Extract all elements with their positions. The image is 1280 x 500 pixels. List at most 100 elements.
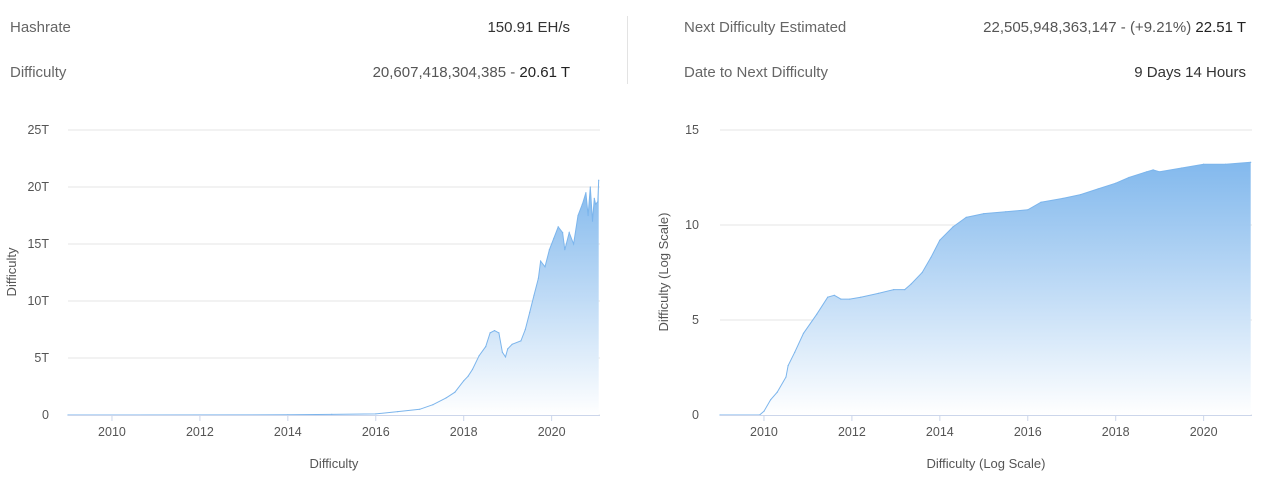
- y-tick-label: 5: [692, 313, 699, 327]
- data-point: [1128, 176, 1130, 179]
- data-point: [478, 355, 480, 357]
- data-point: [939, 239, 941, 241]
- data-point: [520, 340, 522, 342]
- difficulty-row: Difficulty 20,607,418,304,385 - 20.61 T: [10, 61, 570, 85]
- series-area: [68, 180, 599, 415]
- data-point: [591, 220, 594, 222]
- data-point: [445, 397, 447, 399]
- data-point: [562, 232, 564, 234]
- data-point: [529, 311, 531, 313]
- data-point: [794, 351, 796, 353]
- x-tick-label: 2010: [98, 425, 126, 439]
- data-point: [504, 356, 507, 358]
- x-tick-label: 2018: [450, 425, 478, 439]
- data-point: [787, 365, 789, 367]
- next-difficulty-row: Next Difficulty Estimated 22,505,948,363…: [684, 16, 1246, 40]
- data-point: [568, 232, 570, 234]
- data-point: [589, 186, 591, 188]
- x-tick-label: 2020: [538, 425, 566, 439]
- data-point: [498, 332, 500, 334]
- data-point: [1062, 197, 1064, 199]
- data-point: [593, 197, 595, 199]
- y-axis-title: Difficulty (Log Scale): [656, 213, 671, 332]
- stats-divider: [627, 16, 628, 84]
- data-point: [827, 296, 829, 298]
- difficulty-chart-svg: 0 5T 10T 15T 20T 25T 2010 2012 2014 2016 2018 2020 D…: [4, 123, 600, 471]
- data-point: [540, 260, 542, 262]
- data-point: [331, 413, 333, 415]
- data-point: [840, 298, 842, 300]
- data-point: [1181, 167, 1183, 169]
- data-point: [595, 203, 597, 205]
- difficulty-label: Difficulty: [10, 64, 67, 81]
- data-point: [564, 249, 566, 251]
- data-point: [1145, 171, 1148, 173]
- data-point: [537, 277, 540, 279]
- data-point: [904, 289, 906, 291]
- data-point: [1115, 182, 1117, 184]
- data-point: [587, 214, 589, 217]
- data-point: [489, 332, 491, 334]
- next-difficulty-label: Next Difficulty Estimated: [684, 19, 847, 36]
- difficulty-full: 20,607,418,304,385: [372, 64, 507, 81]
- data-point: [1203, 163, 1205, 165]
- x-tick-label: 2012: [186, 425, 214, 439]
- data-point: [860, 296, 862, 298]
- data-point: [544, 266, 546, 268]
- date-next-value: 9 Days 14 Hours: [1134, 64, 1246, 81]
- data-point: [432, 404, 434, 406]
- series-area: [720, 162, 1251, 415]
- data-point: [893, 289, 895, 291]
- data-point: [1097, 188, 1099, 190]
- x-tick-label: 2020: [1190, 425, 1218, 439]
- y-tick-label: 15: [685, 123, 699, 137]
- next-difficulty-full: 22,505,948,363,147: [983, 19, 1117, 36]
- y-axis-title: Difficulty: [4, 247, 19, 296]
- data-point: [776, 391, 778, 393]
- data-point: [573, 243, 575, 245]
- data-point: [930, 256, 932, 258]
- data-point: [770, 399, 772, 401]
- data-point: [763, 410, 765, 412]
- x-axis-title: Difficulty (Log Scale): [927, 456, 1046, 471]
- y-tick-label: 10T: [27, 294, 49, 308]
- x-tick-label: 2018: [1102, 425, 1130, 439]
- data-point: [598, 179, 600, 181]
- data-point: [524, 328, 526, 331]
- hashrate-row: Hashrate 150.91 EH/s: [10, 16, 570, 40]
- difficulty-sep: -: [506, 64, 520, 81]
- data-point: [533, 294, 535, 296]
- y-tick-label: 0: [42, 408, 49, 422]
- y-tick-label: 25T: [27, 123, 49, 137]
- data-point: [816, 313, 818, 315]
- data-point: [910, 283, 912, 285]
- data-point: [802, 332, 805, 334]
- x-tick-label: 2014: [274, 425, 302, 439]
- data-point: [1079, 194, 1082, 196]
- data-point: [1005, 211, 1007, 213]
- data-point: [983, 213, 985, 215]
- data-point: [1250, 161, 1252, 163]
- data-point: [375, 413, 377, 415]
- data-point: [585, 192, 587, 194]
- difficulty-log-chart: 0 5 10 15 2010 2012 2014 2016 2018 2020 Difficulty…: [640, 100, 1280, 500]
- data-point: [553, 237, 555, 239]
- series-line: [720, 161, 1251, 416]
- difficulty-short: 20.61 T: [519, 64, 570, 81]
- x-tick-label: 2014: [926, 425, 954, 439]
- x-tick-label: 2010: [750, 425, 778, 439]
- y-tick-label: 20T: [27, 180, 49, 194]
- data-point: [467, 375, 469, 377]
- x-tick-label: 2016: [362, 425, 390, 439]
- data-point: [557, 226, 559, 228]
- data-point: [1159, 171, 1161, 173]
- data-point: [921, 271, 923, 274]
- date-next-row: Date to Next Difficulty 9 Days 14 Hours: [684, 61, 1246, 85]
- data-point: [511, 343, 513, 345]
- y-tick-label: 5T: [34, 351, 49, 365]
- data-point: [785, 376, 787, 378]
- data-point: [493, 330, 496, 332]
- stats-left: Hashrate 150.91 EH/s Difficulty 20,607,4…: [0, 0, 610, 100]
- data-point: [877, 292, 879, 294]
- hashrate-value: 150.91 EH/s: [487, 19, 570, 36]
